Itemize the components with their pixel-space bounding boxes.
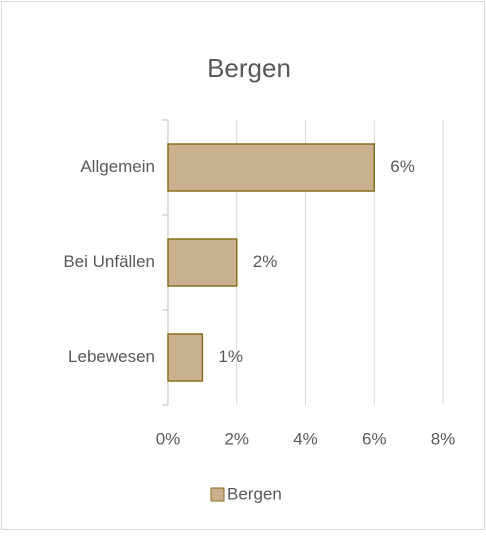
bar [167, 143, 375, 192]
legend-swatch [210, 487, 225, 502]
x-tick-label: 0% [156, 429, 181, 448]
data-label: 1% [218, 347, 243, 366]
y-tick-label: Bei Unfällen [63, 252, 155, 271]
chart-title: Bergen [207, 53, 291, 83]
x-tick-label: 4% [293, 429, 318, 448]
data-label: 2% [253, 252, 278, 271]
y-tick-label: Lebewesen [68, 347, 155, 366]
x-tick-label: 2% [224, 429, 249, 448]
bar [167, 238, 238, 287]
x-tick-label: 6% [362, 429, 387, 448]
bar [167, 333, 204, 382]
legend-label: Bergen [227, 484, 282, 503]
y-tick-label: Allgemein [80, 157, 155, 176]
x-tick-label: 8% [431, 429, 456, 448]
data-label: 6% [390, 157, 415, 176]
